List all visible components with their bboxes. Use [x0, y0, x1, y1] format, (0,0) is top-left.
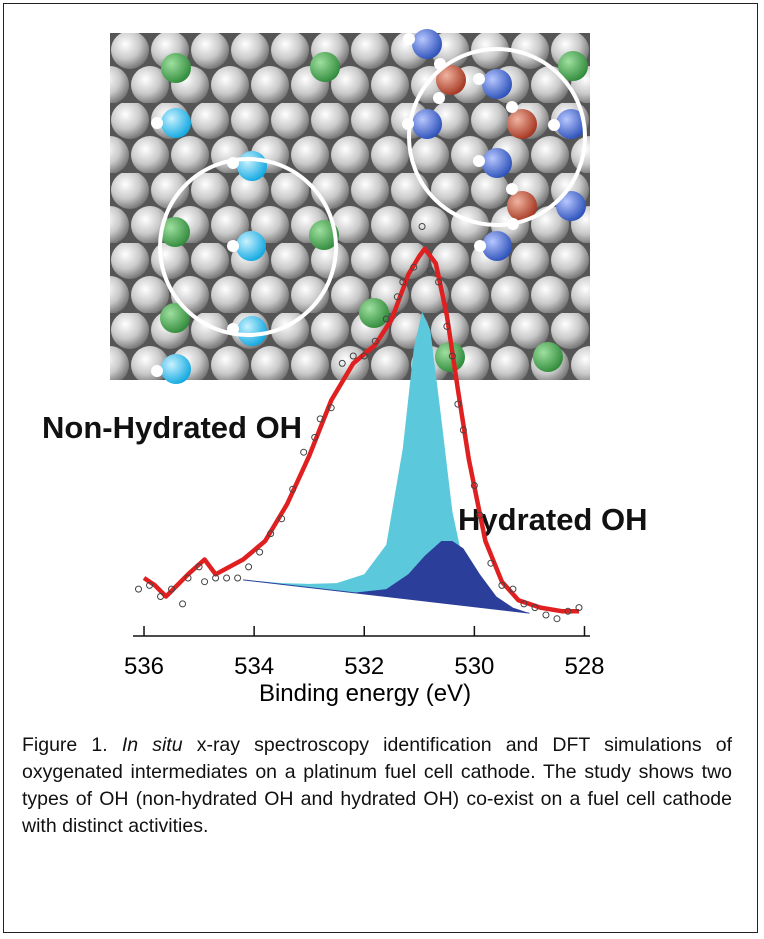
data-point: [224, 575, 230, 581]
data-point: [158, 594, 164, 600]
data-point: [202, 579, 208, 585]
x-tick-label: 532: [344, 653, 384, 680]
surface-illustration: [110, 29, 590, 384]
data-point: [180, 601, 186, 607]
data-point: [543, 612, 549, 618]
series-annotation: Hydrated OH: [458, 502, 647, 537]
x-tick-label: 528: [564, 653, 604, 680]
chart: Binding energy (eV) 536 534 532 530 528 Non-H…: [0, 0, 764, 720]
data-point: [257, 549, 263, 555]
series-annotation: Non-Hydrated OH: [42, 410, 302, 445]
data-point: [246, 564, 252, 570]
data-point: [136, 586, 142, 592]
caption-text: Figure 1.: [22, 734, 122, 756]
data-point: [301, 449, 307, 455]
x-tick-label: 536: [124, 653, 164, 680]
data-point: [235, 575, 241, 581]
x-tick-label: 534: [234, 653, 274, 680]
x-tick-label: 530: [454, 653, 494, 680]
x-axis-label: Binding energy (eV): [259, 680, 471, 707]
caption-italic: In situ: [122, 734, 183, 756]
page: Binding energy (eV) 536 534 532 530 528 Non-H…: [0, 0, 764, 939]
data-point: [554, 616, 560, 622]
caption: Figure 1. In situ x-ray spectroscopy ide…: [22, 732, 732, 840]
